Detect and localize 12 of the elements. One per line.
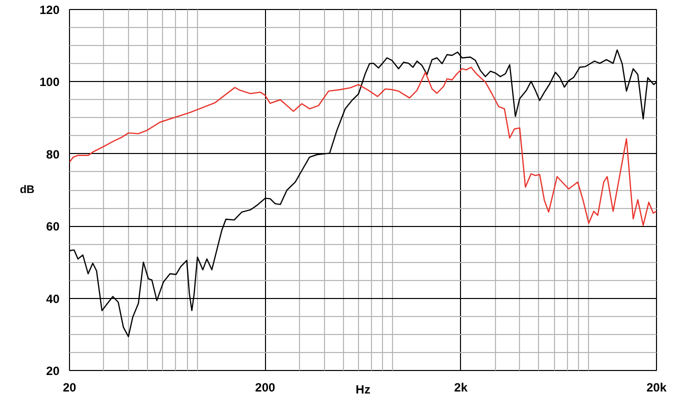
y-tick-label: 40 <box>46 292 60 306</box>
y-tick-label: 20 <box>46 364 60 378</box>
x-axis-title: Hz <box>356 382 370 396</box>
y-tick-label: 100 <box>39 75 60 90</box>
x-tick-label: 20k <box>646 380 667 394</box>
x-tick-label: 20 <box>62 380 76 394</box>
x-tick-label: 200 <box>255 380 276 394</box>
y-tick-label: 60 <box>46 220 60 234</box>
x-tick-label: 2k <box>454 380 468 394</box>
y-tick-label: 80 <box>46 147 60 162</box>
y-tick-label: 120 <box>39 3 60 17</box>
y-axis-title: dB <box>20 184 35 196</box>
